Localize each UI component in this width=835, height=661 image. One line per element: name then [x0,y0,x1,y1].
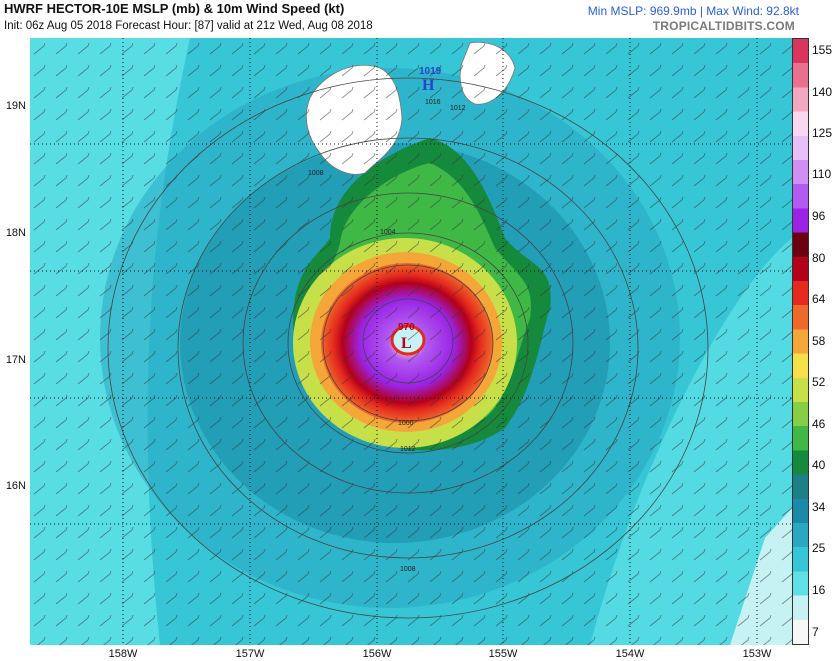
min-max-stats: Min MSLP: 969.9mb | Max Wind: 92.8kt [587,4,799,18]
colorbar-label: 34 [812,500,826,514]
colorbar-label: 110 [812,167,832,181]
colorbar-label: 155 [812,43,833,57]
lat-label-19n: 19N [5,100,26,112]
lat-label-18n: 18N [5,227,26,239]
colorbar-label: 52 [812,375,826,389]
colorbar-label: 40 [812,458,826,472]
colorbar-label: 16 [812,583,826,597]
isobar-label: 1004 [380,229,396,236]
isobar-label: 1012 [450,105,466,112]
isobar-label: 1008 [308,170,324,177]
lon-label-156w: 156W [362,648,392,660]
isobar-label: 1000 [398,420,414,427]
high-pressure-value: 1019 [419,66,442,77]
lon-label-155w: 155W [488,648,518,660]
wind-map: 1019 H 970 L 1016 1012 1008 1004 1000 10… [30,38,792,645]
lat-label-16n: 16N [5,480,26,492]
lat-lon-grid [30,38,792,645]
high-pressure-symbol: H [422,77,435,94]
low-pressure-value: 970 [398,322,415,333]
lat-label-17n: 17N [5,354,26,366]
colorbar-label: 58 [812,334,826,348]
wind-barbs [30,38,792,645]
colorbar-label: 7 [812,625,819,639]
chart-title: HWRF HECTOR-10E MSLP (mb) & 10m Wind Spe… [4,1,345,16]
lon-label-153w: 153W [742,648,772,660]
site-brand: TROPICALTIDBITS.COM [652,19,795,33]
lon-label-158w: 158W [108,648,138,660]
colorbar-label: 64 [812,292,826,306]
isobar-label: 1008 [400,566,416,573]
isobar-label: 1012 [400,446,416,453]
wind-speed-colorbar [792,38,809,645]
isobar-label: 1016 [425,99,441,106]
low-pressure-symbol: L [401,335,412,352]
chart-subtitle: Init: 06z Aug 05 2018 Forecast Hour: [87… [4,20,373,32]
colorbar-label: 96 [812,209,826,223]
colorbar-label: 80 [812,251,826,265]
lon-label-157w: 157W [235,648,265,660]
colorbar-label: 25 [812,541,826,555]
colorbar-label: 140 [812,85,833,99]
colorbar-label: 46 [812,417,826,431]
lon-label-154w: 154W [615,648,645,660]
isobars [107,77,709,619]
colorbar-label: 125 [812,126,833,140]
